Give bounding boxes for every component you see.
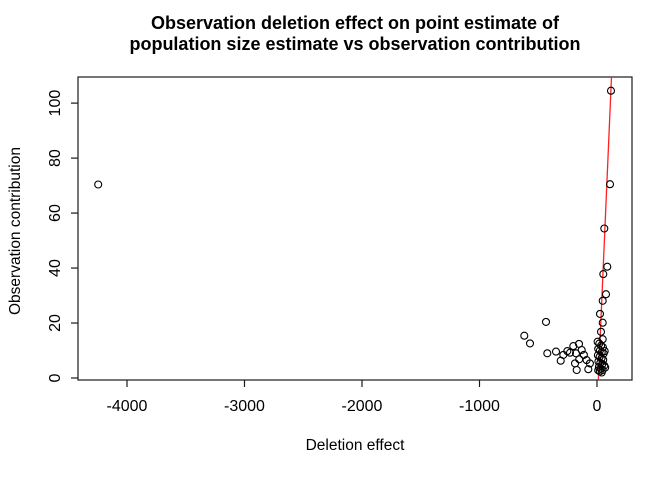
trend-line (597, 77, 613, 380)
data-point (577, 345, 586, 355)
y-tick-label: 80 (47, 149, 64, 167)
data-point (543, 349, 552, 358)
data-point (565, 348, 575, 357)
data-point (556, 356, 565, 365)
x-tick-label: -2000 (342, 398, 383, 415)
data-point (572, 365, 581, 375)
y-tick-label: 40 (47, 259, 64, 277)
data-point (600, 347, 609, 356)
plot-border (77, 76, 633, 381)
data-point (598, 318, 607, 327)
data-point (601, 363, 610, 372)
data-point (551, 347, 561, 356)
y-tick-label: 0 (47, 373, 64, 382)
chart-title-line2: population size estimate vs observation … (129, 34, 581, 54)
data-point (541, 317, 551, 326)
data-point (595, 367, 604, 376)
x-tick-label: -4000 (107, 398, 148, 415)
chart-title: Observation deletion effect on point est… (78, 13, 632, 55)
data-point (600, 224, 609, 233)
data-point (520, 331, 529, 340)
data-point (570, 359, 580, 368)
y-tick-label: 100 (47, 90, 64, 117)
x-tick-label: 0 (593, 398, 602, 415)
data-point (596, 327, 606, 336)
data-point (94, 180, 103, 189)
y-tick-label: 60 (47, 204, 64, 222)
data-point (596, 358, 605, 367)
data-point (585, 359, 594, 368)
x-tick-label: -3000 (224, 398, 265, 415)
x-tick-label: -1000 (459, 398, 500, 415)
data-point (601, 290, 611, 299)
data-point (525, 339, 535, 348)
x-axis-label: Deletion effect (305, 437, 405, 454)
data-point (598, 296, 607, 305)
data-point (584, 365, 593, 374)
chart-title-line1: Observation deletion effect on point est… (150, 13, 560, 33)
data-point (606, 86, 616, 95)
data-point (594, 366, 603, 375)
y-tick-label: 20 (47, 314, 64, 332)
data-point (599, 270, 608, 279)
data-point (603, 262, 612, 271)
data-point (569, 342, 578, 351)
data-point (595, 309, 605, 318)
data-point (605, 180, 615, 189)
data-point (575, 355, 584, 364)
